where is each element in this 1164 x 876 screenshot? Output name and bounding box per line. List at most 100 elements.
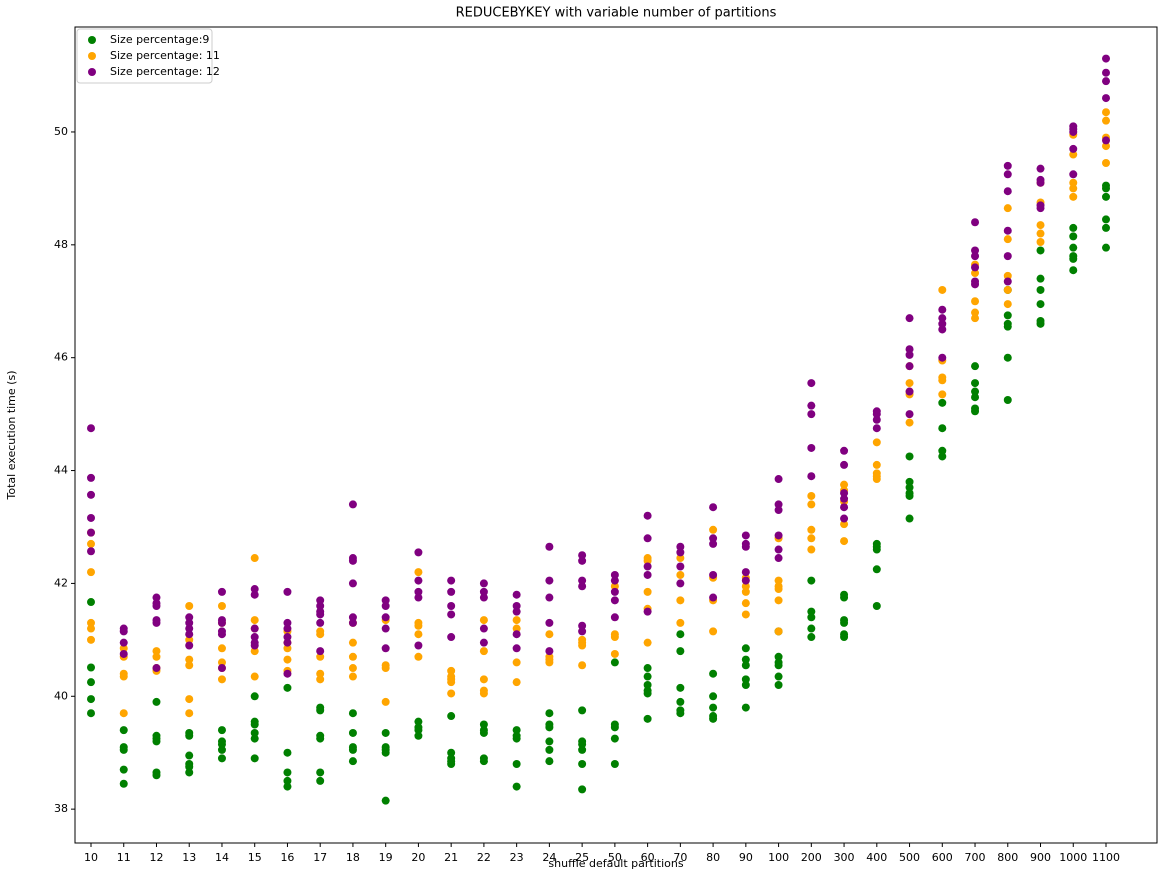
x-tick-label: 90 [739, 851, 753, 864]
point [512, 616, 521, 625]
point [1102, 116, 1110, 125]
point [807, 633, 816, 642]
point [840, 618, 849, 627]
point [741, 661, 750, 670]
point [1003, 322, 1012, 331]
point [152, 647, 161, 656]
point [676, 570, 685, 579]
point [643, 638, 652, 647]
point [610, 613, 619, 622]
x-tick-label: 100 [768, 851, 789, 864]
point [479, 587, 488, 596]
point [217, 664, 226, 673]
x-tick-label: 16 [280, 851, 294, 864]
point [578, 576, 587, 585]
point [578, 621, 587, 630]
x-tick-label: 14 [215, 851, 229, 864]
point [87, 618, 95, 627]
point [348, 618, 357, 627]
point [512, 759, 521, 768]
point [1003, 161, 1012, 170]
point [676, 596, 685, 605]
point [676, 630, 685, 639]
point [479, 728, 488, 737]
point [1102, 54, 1110, 63]
point [217, 644, 226, 653]
point [512, 734, 521, 743]
point [316, 630, 325, 639]
point [840, 593, 849, 602]
point [840, 520, 849, 529]
point [217, 740, 226, 749]
point [971, 362, 980, 371]
point [905, 387, 914, 396]
point [87, 568, 95, 577]
point [119, 644, 128, 653]
point [840, 494, 849, 503]
point [447, 689, 456, 698]
x-tick-label: 11 [117, 851, 131, 864]
point [807, 613, 816, 622]
x-tick-label: 900 [1030, 851, 1051, 864]
legend-box [76, 28, 213, 84]
point [447, 610, 456, 619]
point [741, 568, 750, 577]
point [250, 633, 259, 642]
point [741, 655, 750, 664]
point [381, 748, 390, 757]
x-tick-label: 50 [608, 851, 622, 864]
legend-marker [88, 52, 96, 60]
point [414, 726, 423, 735]
point [840, 514, 849, 523]
point [447, 666, 456, 675]
point [1003, 285, 1012, 294]
point [807, 491, 816, 500]
point [578, 641, 587, 650]
point [414, 641, 423, 650]
point [217, 601, 226, 610]
point [316, 596, 325, 605]
point [774, 680, 783, 689]
point [643, 562, 652, 571]
point [1102, 142, 1110, 151]
x-tick-label: 13 [182, 851, 196, 864]
point [1102, 94, 1110, 103]
point [447, 587, 456, 596]
point [479, 624, 488, 633]
point [840, 633, 849, 642]
x-tick-label: 1000 [1059, 851, 1087, 864]
point [643, 556, 652, 565]
point [610, 759, 619, 768]
point [840, 489, 849, 498]
point [774, 661, 783, 670]
point [316, 669, 325, 678]
point [1003, 271, 1012, 280]
point [348, 745, 357, 754]
point [807, 472, 816, 481]
point [905, 345, 914, 354]
point [578, 551, 587, 560]
point [774, 531, 783, 540]
x-tick-label: 23 [510, 851, 524, 864]
point [938, 319, 947, 328]
point [741, 703, 750, 712]
point [741, 576, 750, 585]
x-tick-label: 18 [346, 851, 360, 864]
point [119, 649, 128, 658]
point [152, 618, 161, 627]
point [87, 547, 95, 556]
point [741, 599, 750, 608]
point [283, 683, 292, 692]
point [283, 768, 292, 777]
point [185, 751, 194, 760]
point [512, 678, 521, 687]
point [316, 776, 325, 785]
point [1003, 277, 1012, 286]
x-tick-label: 22 [477, 851, 491, 864]
point [578, 759, 587, 768]
x-tick-label: 60 [641, 851, 655, 864]
x-tick-label: 10 [84, 851, 98, 864]
point [185, 768, 194, 777]
x-tick-label: 24 [542, 851, 556, 864]
y-tick-label: 46 [54, 351, 68, 364]
